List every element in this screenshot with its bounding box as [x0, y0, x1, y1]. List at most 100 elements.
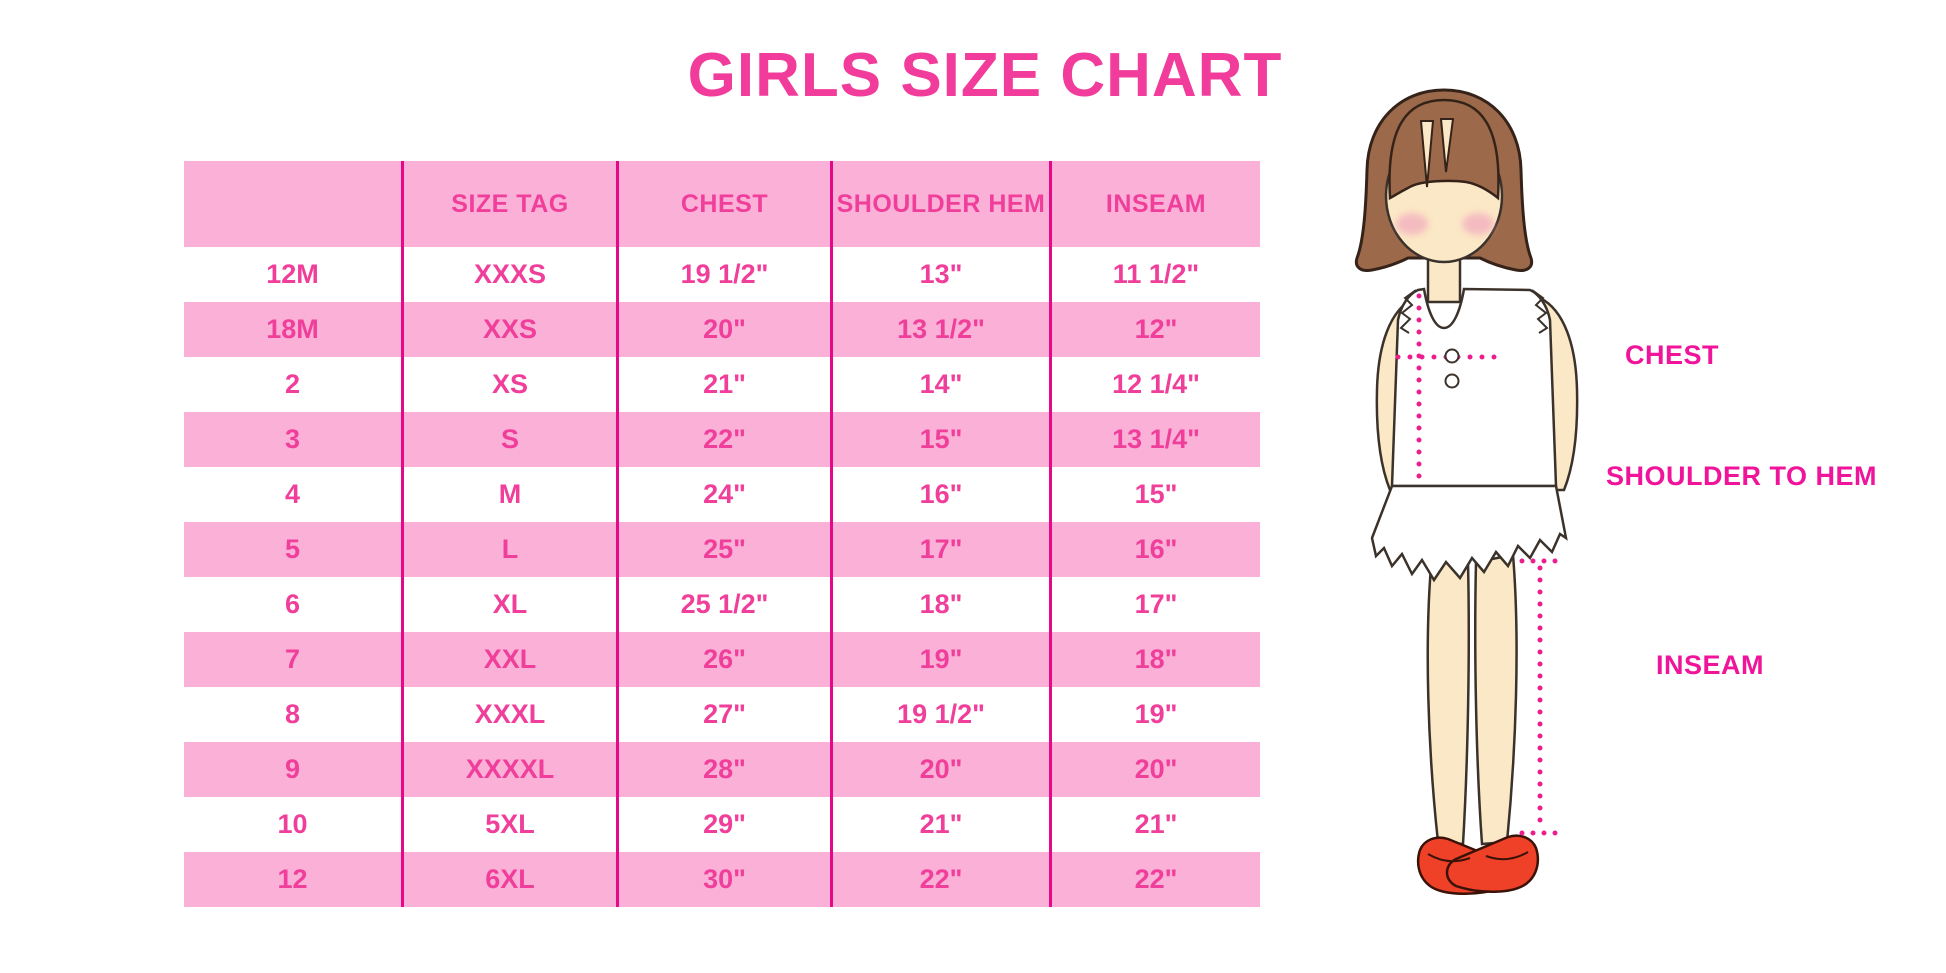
table-cell: 15"	[1049, 467, 1260, 522]
table-cell: 21"	[830, 797, 1049, 852]
table-cell: 29"	[616, 797, 830, 852]
table-cell: 6XL	[401, 852, 616, 907]
table-cell: 14"	[830, 357, 1049, 412]
table-cell: 15"	[830, 412, 1049, 467]
table-cell: 16"	[830, 467, 1049, 522]
table-row: 18M XXS 20" 13 1/2" 12"	[184, 302, 1260, 357]
table-cell: 16"	[1049, 522, 1260, 577]
table-cell: 20"	[1049, 742, 1260, 797]
table-row: 3 S 22" 15" 13 1/4"	[184, 412, 1260, 467]
table-cell: 6	[284, 589, 301, 619]
table-cell: 19 1/2"	[616, 247, 830, 302]
blush-left	[1396, 213, 1428, 235]
table-row: 9 XXXXL 28" 20" 20"	[184, 742, 1260, 797]
table-cell: 22"	[1049, 852, 1260, 907]
table-cell: 17"	[1049, 577, 1260, 632]
table-cell: 22"	[830, 852, 1049, 907]
table-cell: 21"	[1049, 797, 1260, 852]
chest-label: CHEST	[1625, 340, 1720, 370]
shoe-right	[1445, 834, 1540, 894]
table-cell: 19 1/2"	[830, 687, 1049, 742]
bangs	[1388, 98, 1500, 201]
table-cell: 13 1/4"	[1049, 412, 1260, 467]
table-header-cell	[184, 161, 401, 247]
table-cell: M	[401, 467, 616, 522]
bang-notch-right	[1439, 118, 1455, 173]
table-cell: 4	[284, 479, 301, 509]
table-header-row: SIZE TAG CHEST SHOULDER HEM INSEAM	[184, 161, 1260, 247]
shoulder-to-hem-label: SHOULDER TO HEM	[1606, 461, 1878, 491]
table-cell: 13 1/2"	[830, 302, 1049, 357]
table-cell: 28"	[616, 742, 830, 797]
table-row: 4 M 24" 16" 15"	[184, 467, 1260, 522]
table-cell: 18"	[1049, 632, 1260, 687]
table-cell: XS	[401, 357, 616, 412]
skirt-ruffle	[1370, 484, 1568, 583]
size-table: SIZE TAG CHEST SHOULDER HEM INSEAM 12M XXXS 19…	[184, 161, 1260, 907]
arm-left	[1375, 295, 1416, 492]
table-cell: 22"	[616, 412, 830, 467]
table-cell: 3	[284, 424, 301, 454]
page-title: GIRLS SIZE CHART	[687, 41, 1283, 110]
table-cell: 19"	[1049, 687, 1260, 742]
table-cell: 12M	[266, 259, 319, 289]
table-cell: 18"	[830, 577, 1049, 632]
table-cell: 13"	[830, 247, 1049, 302]
table-cell: XXXL	[401, 687, 616, 742]
table-cell: 12 1/4"	[1049, 357, 1260, 412]
table-cell: 12"	[1049, 302, 1260, 357]
table-header-cell: SHOULDER HEM	[830, 161, 1049, 247]
table-cell: L	[401, 522, 616, 577]
table-cell: 10	[277, 809, 308, 839]
table-cell: 21"	[616, 357, 830, 412]
table-cell: 9	[284, 754, 301, 784]
table-cell: 8	[284, 699, 301, 729]
table-cell: 5XL	[401, 797, 616, 852]
top-button-1	[1444, 348, 1460, 364]
top-bodice	[1390, 287, 1558, 488]
arm-right	[1538, 295, 1579, 492]
table-row: 12 6XL 30" 22" 22"	[184, 852, 1260, 907]
shoe-strap-right	[1485, 851, 1529, 861]
bang-notch-left	[1419, 120, 1435, 188]
table-header-cell: SIZE TAG	[401, 161, 616, 247]
table-cell: XL	[401, 577, 616, 632]
top-button-2	[1444, 373, 1460, 389]
table-cell: 26"	[616, 632, 830, 687]
shoulder-ruffle-right	[1531, 289, 1549, 334]
face	[1384, 128, 1504, 264]
table-cell: 20"	[616, 302, 830, 357]
inseam-label: INSEAM	[1656, 650, 1765, 680]
table-cell: 25"	[616, 522, 830, 577]
table-row: 10 5XL 29" 21" 21"	[184, 797, 1260, 852]
table-cell: XXXXL	[401, 742, 616, 797]
blush-right	[1462, 213, 1494, 235]
table-cell: 20"	[830, 742, 1049, 797]
table-row: 6 XL 25 1/2" 18" 17"	[184, 577, 1260, 632]
table-cell: 25 1/2"	[616, 577, 830, 632]
table-cell: 18M	[266, 314, 319, 344]
table-cell: 19"	[830, 632, 1049, 687]
leg-left	[1426, 553, 1471, 846]
table-row: 12M XXXS 19 1/2" 13" 11 1/2"	[184, 247, 1260, 302]
table-cell: 24"	[616, 467, 830, 522]
table-cell: 12	[277, 864, 308, 894]
table-cell: 30"	[616, 852, 830, 907]
table-cell: 17"	[830, 522, 1049, 577]
table-row: 7 XXL 26" 19" 18"	[184, 632, 1260, 687]
table-cell: XXL	[401, 632, 616, 687]
table-cell: XXXS	[401, 247, 616, 302]
hair-back	[1354, 88, 1534, 272]
table-cell: XXS	[401, 302, 616, 357]
table-row: 5 L 25" 17" 16"	[184, 522, 1260, 577]
shoe-strap-left	[1427, 853, 1471, 863]
neck	[1426, 248, 1462, 304]
table-cell: S	[401, 412, 616, 467]
table-header-cell: CHEST	[616, 161, 830, 247]
table-row: 8 XXXL 27" 19 1/2" 19"	[184, 687, 1260, 742]
table-cell: 11 1/2"	[1049, 247, 1260, 302]
table-header-cell: INSEAM	[1049, 161, 1260, 247]
table-cell: 2	[284, 369, 301, 399]
table-cell: 7	[284, 644, 301, 674]
shoe-left	[1416, 836, 1513, 896]
